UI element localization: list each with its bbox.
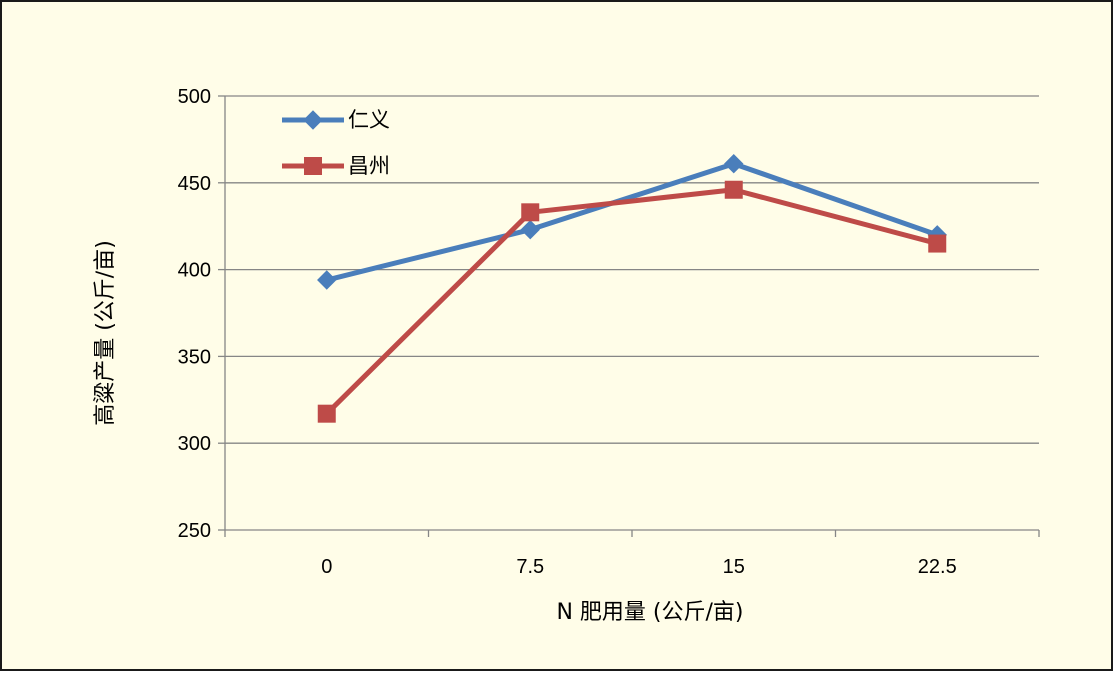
legend-label: 仁义 xyxy=(348,108,390,132)
y-tick-label: 400 xyxy=(178,260,211,282)
axes: 250 300 350 400 450 500 0 7.5 15 22.5 xyxy=(178,86,1040,578)
legend-item: 仁义 xyxy=(282,108,390,132)
y-tick-label: 500 xyxy=(178,86,211,108)
series-1 xyxy=(317,153,947,290)
y-tick-label: 350 xyxy=(178,346,211,368)
x-axis-title: N 肥用量 (公斤/亩) xyxy=(556,600,743,625)
legend-label: 昌州 xyxy=(348,154,390,178)
data-point xyxy=(520,219,540,240)
x-tick-label: 22.5 xyxy=(918,556,957,578)
data-point xyxy=(928,234,947,253)
y-tick-label: 250 xyxy=(178,520,211,542)
x-tick-label: 15 xyxy=(723,556,745,578)
data-point xyxy=(724,180,743,199)
series xyxy=(317,153,947,423)
series-2 xyxy=(317,180,947,423)
data-point xyxy=(724,153,744,174)
y-tick-label: 450 xyxy=(178,173,211,195)
legend-item: 昌州 xyxy=(282,154,390,178)
y-axis-title: 高粱产量 (公斤/亩) xyxy=(93,240,118,426)
x-tick-label: 0 xyxy=(321,556,332,578)
legend-marker xyxy=(304,157,322,175)
data-point xyxy=(317,404,336,423)
series-line xyxy=(326,161,939,283)
y-tick-label: 300 xyxy=(178,433,211,455)
data-point xyxy=(317,270,337,290)
x-tick-label: 7.5 xyxy=(516,556,544,578)
legend-marker xyxy=(303,110,323,130)
data-point xyxy=(521,203,540,222)
series-line xyxy=(324,187,938,416)
